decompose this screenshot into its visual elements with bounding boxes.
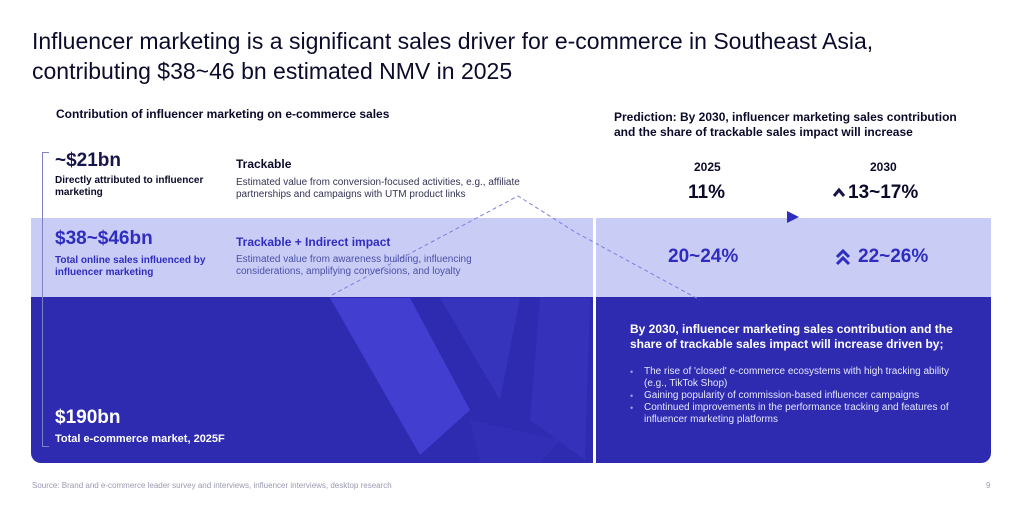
influenced-value-label: Total online sales influenced by influen… <box>55 255 206 278</box>
drivers-title: By 2030, influencer marketing sales cont… <box>630 322 953 351</box>
influenced-share-2025: 20~24% <box>668 246 739 267</box>
indirect-impact-band <box>31 218 991 298</box>
source-note: Source: Brand and e-commerce leader surv… <box>32 481 392 490</box>
indirect-impact-description: Estimated value from awareness building,… <box>236 254 472 277</box>
market-value-label: Total e-commerce market, 2025F <box>55 433 225 445</box>
page-number: 9 <box>986 481 991 490</box>
trackable-share-2025: 11% <box>688 182 725 203</box>
year-2030-header: 2030 <box>870 160 897 174</box>
trackable-description: Estimated value from conversion-focused … <box>236 177 520 200</box>
list-item: Gaining popularity of commission-based i… <box>630 390 970 402</box>
left-section-header: Contribution of influencer marketing on … <box>56 107 390 121</box>
list-item: The rise of 'closed' e-commerce ecosyste… <box>630 366 970 390</box>
market-value: $190bn <box>55 407 121 428</box>
column-divider <box>593 218 596 463</box>
trackable-value-label: Directly attributed to influencer market… <box>55 175 204 198</box>
page-title: Influencer marketing is a significant sa… <box>32 28 874 84</box>
indirect-impact-title: Trackable + Indirect impact <box>236 235 391 249</box>
play-arrow-icon <box>787 211 799 223</box>
value-bracket <box>42 152 49 447</box>
list-item: Continued improvements in the performanc… <box>630 402 970 426</box>
year-2025-header: 2025 <box>694 160 721 174</box>
trackable-value: ~$21bn <box>55 150 122 171</box>
trackable-title: Trackable <box>236 157 292 171</box>
influenced-share-2030: 22~26% <box>858 246 929 267</box>
double-chevron-up-icon <box>835 248 851 266</box>
drivers-list: The rise of 'closed' e-commerce ecosyste… <box>630 366 970 426</box>
influenced-value: $38~$46bn <box>55 228 153 249</box>
right-section-header: Prediction: By 2030, influencer marketin… <box>614 110 957 139</box>
arrow-up-icon <box>832 187 846 197</box>
trackable-share-2030: 13~17% <box>848 182 919 203</box>
